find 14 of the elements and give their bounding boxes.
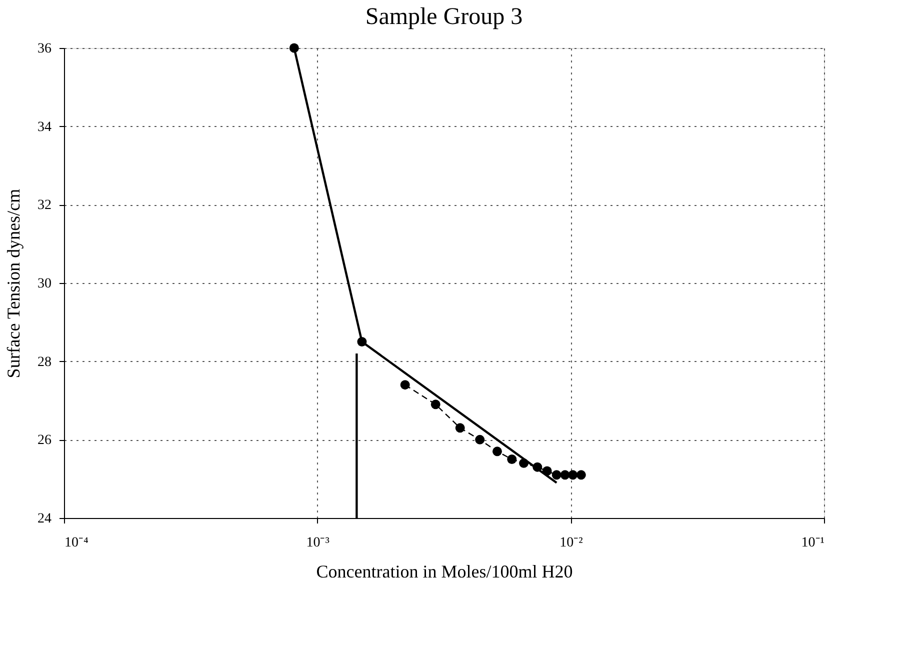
y-tick-label: 32	[38, 198, 52, 214]
chart-title: Sample Group 3	[365, 4, 523, 30]
y-tick-label: 30	[38, 276, 52, 292]
y-tick-label: 34	[38, 120, 52, 135]
x-tick-label: 10⁻⁴	[64, 536, 88, 550]
y-tick-label: 24	[38, 512, 52, 526]
y-tick-label: 28	[38, 354, 52, 370]
y-tick-label: 26	[38, 433, 52, 448]
y-tick-label: 36	[38, 42, 52, 56]
x-tick-label: 10⁻²	[560, 536, 583, 550]
x-tick-label: 10⁻³	[306, 536, 330, 550]
x-tick-label: 10⁻¹	[801, 536, 824, 550]
y-axis-title: Surface Tension dynes/cm	[4, 188, 24, 378]
x-axis-title: Concentration in Moles/100ml H20	[316, 562, 573, 582]
